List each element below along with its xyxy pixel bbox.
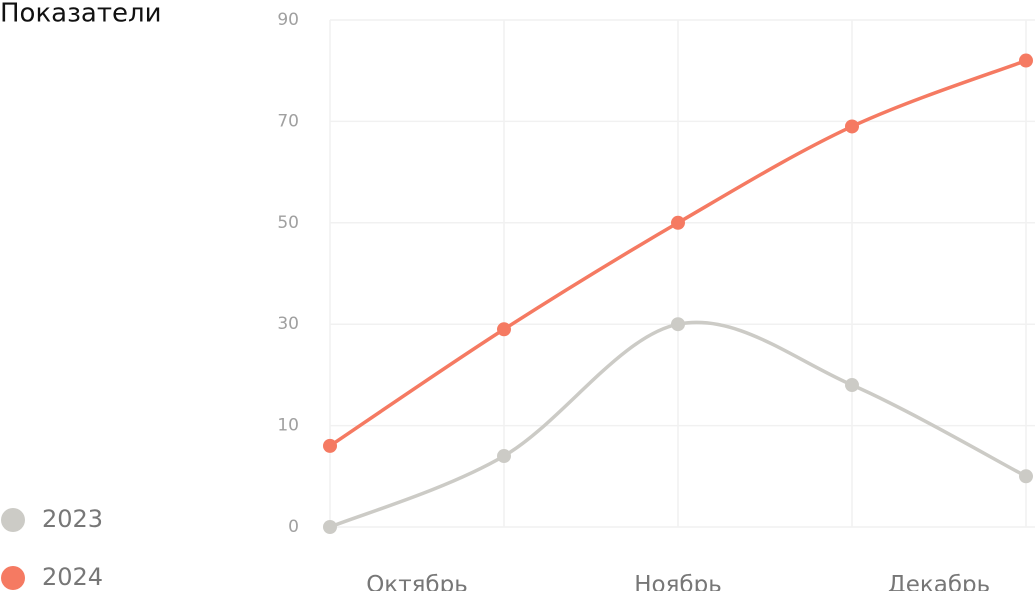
legend-marker <box>1 566 25 590</box>
legend-label: 2023 <box>42 505 103 533</box>
y-tick-label: 50 <box>277 213 299 233</box>
legend-label: 2024 <box>42 563 103 591</box>
point <box>845 378 859 393</box>
y-tick-label: 70 <box>277 111 299 131</box>
point <box>323 438 337 453</box>
y-tick-label: 30 <box>277 314 299 334</box>
legend-marker <box>1 508 25 532</box>
y-tick-label: 10 <box>277 416 299 436</box>
point <box>671 215 685 230</box>
x-label: Октябрь <box>366 572 468 591</box>
point <box>1019 469 1033 484</box>
point <box>497 322 511 337</box>
point <box>1019 53 1033 68</box>
y-tick-label: 0 <box>288 517 299 537</box>
point <box>845 119 859 134</box>
point <box>497 449 511 464</box>
x-label: Декабрь <box>888 572 990 591</box>
chart-title: Показатели <box>0 0 162 29</box>
x-label: Ноябрь <box>634 572 722 591</box>
point <box>323 520 337 534</box>
point <box>671 317 685 332</box>
y-tick-label: 90 <box>277 10 299 30</box>
